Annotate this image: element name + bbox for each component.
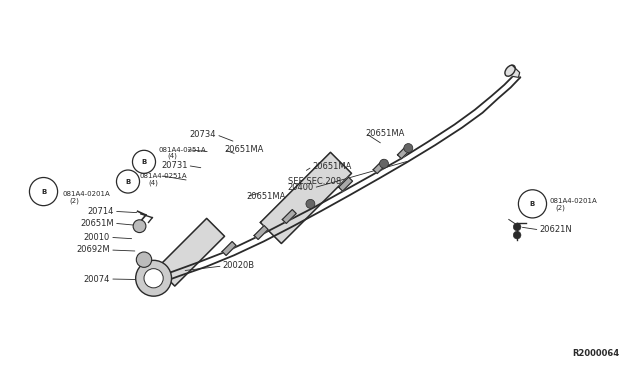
Text: B: B xyxy=(530,201,535,207)
Text: (4): (4) xyxy=(168,153,177,160)
Text: 20621N: 20621N xyxy=(540,225,572,234)
Circle shape xyxy=(306,199,315,208)
Text: 20651MA: 20651MA xyxy=(312,162,352,171)
Circle shape xyxy=(116,170,140,193)
Text: 20651MA: 20651MA xyxy=(224,145,264,154)
Text: 20714: 20714 xyxy=(88,207,114,216)
Circle shape xyxy=(518,190,547,218)
Polygon shape xyxy=(282,209,296,224)
Circle shape xyxy=(29,177,58,206)
Text: 081A4-0201A: 081A4-0201A xyxy=(63,191,111,197)
Text: 20692M: 20692M xyxy=(76,246,110,254)
Text: 20651MA: 20651MA xyxy=(365,129,405,138)
Circle shape xyxy=(380,159,388,168)
Text: B: B xyxy=(141,159,147,165)
Circle shape xyxy=(133,220,146,232)
Text: SEE SEC.208: SEE SEC.208 xyxy=(288,177,341,186)
Text: 20651MA: 20651MA xyxy=(246,192,286,201)
Circle shape xyxy=(132,150,156,173)
Text: B: B xyxy=(41,189,46,195)
Polygon shape xyxy=(397,145,412,159)
Text: 20074: 20074 xyxy=(84,275,110,283)
Text: 081A4-0201A: 081A4-0201A xyxy=(549,198,597,204)
Text: 081A4-0251A: 081A4-0251A xyxy=(140,173,187,179)
Text: 20731: 20731 xyxy=(161,161,188,170)
Text: 20010: 20010 xyxy=(84,233,110,242)
Polygon shape xyxy=(260,152,351,244)
Circle shape xyxy=(136,260,172,296)
Text: 20020B: 20020B xyxy=(223,262,255,270)
Polygon shape xyxy=(157,218,225,286)
Text: 20734: 20734 xyxy=(190,130,216,139)
Polygon shape xyxy=(222,241,236,256)
Ellipse shape xyxy=(505,65,515,76)
Circle shape xyxy=(513,223,521,231)
Text: (2): (2) xyxy=(69,198,79,204)
Polygon shape xyxy=(339,177,353,191)
Text: (2): (2) xyxy=(556,204,565,211)
Circle shape xyxy=(136,252,152,267)
Text: 20400: 20400 xyxy=(287,183,314,192)
Text: (4): (4) xyxy=(148,179,158,186)
Circle shape xyxy=(144,269,163,288)
Text: 081A4-0251A: 081A4-0251A xyxy=(159,147,206,153)
Polygon shape xyxy=(512,65,520,77)
Text: B: B xyxy=(125,179,131,185)
Polygon shape xyxy=(254,225,268,240)
Polygon shape xyxy=(373,160,387,174)
Circle shape xyxy=(404,144,413,153)
Text: R2000064: R2000064 xyxy=(572,349,620,358)
Circle shape xyxy=(513,231,521,239)
Text: 20651M: 20651M xyxy=(80,219,114,228)
